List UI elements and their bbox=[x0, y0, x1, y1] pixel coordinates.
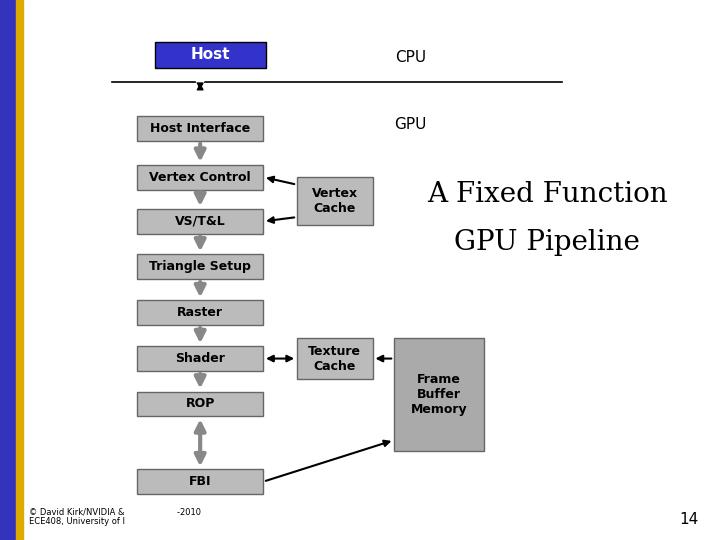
Text: Vertex Control: Vertex Control bbox=[149, 171, 251, 184]
FancyBboxPatch shape bbox=[297, 177, 373, 225]
Text: Host: Host bbox=[191, 47, 230, 62]
Text: 14: 14 bbox=[679, 511, 698, 526]
Text: Texture
Cache: Texture Cache bbox=[308, 345, 361, 373]
Text: ROP: ROP bbox=[186, 397, 215, 410]
Text: GPU: GPU bbox=[395, 117, 426, 132]
Text: VS/T&L: VS/T&L bbox=[175, 215, 225, 228]
FancyBboxPatch shape bbox=[138, 300, 264, 325]
FancyBboxPatch shape bbox=[138, 209, 264, 234]
Text: Shader: Shader bbox=[175, 352, 225, 365]
Text: © David Kirk/NVIDIA &                    -2010
ECE408, University of I: © David Kirk/NVIDIA & -2010 ECE408, Univ… bbox=[29, 507, 201, 526]
Bar bbox=[0, 0, 16, 540]
FancyBboxPatch shape bbox=[155, 42, 266, 68]
Text: FBI: FBI bbox=[189, 475, 212, 488]
FancyBboxPatch shape bbox=[138, 116, 264, 141]
Text: A Fixed Function: A Fixed Function bbox=[427, 181, 667, 208]
FancyBboxPatch shape bbox=[138, 254, 264, 279]
Text: Triangle Setup: Triangle Setup bbox=[149, 260, 251, 273]
FancyBboxPatch shape bbox=[138, 469, 264, 494]
Bar bbox=[16, 0, 23, 540]
Text: CPU: CPU bbox=[395, 50, 426, 65]
Text: GPU Pipeline: GPU Pipeline bbox=[454, 230, 640, 256]
FancyBboxPatch shape bbox=[297, 338, 373, 379]
FancyBboxPatch shape bbox=[138, 392, 264, 416]
FancyBboxPatch shape bbox=[138, 165, 264, 190]
FancyBboxPatch shape bbox=[395, 338, 484, 451]
Text: Vertex
Cache: Vertex Cache bbox=[312, 187, 358, 215]
FancyBboxPatch shape bbox=[138, 346, 264, 371]
Text: Frame
Buffer
Memory: Frame Buffer Memory bbox=[411, 373, 467, 416]
Text: Raster: Raster bbox=[177, 306, 223, 319]
Text: Host Interface: Host Interface bbox=[150, 122, 251, 135]
